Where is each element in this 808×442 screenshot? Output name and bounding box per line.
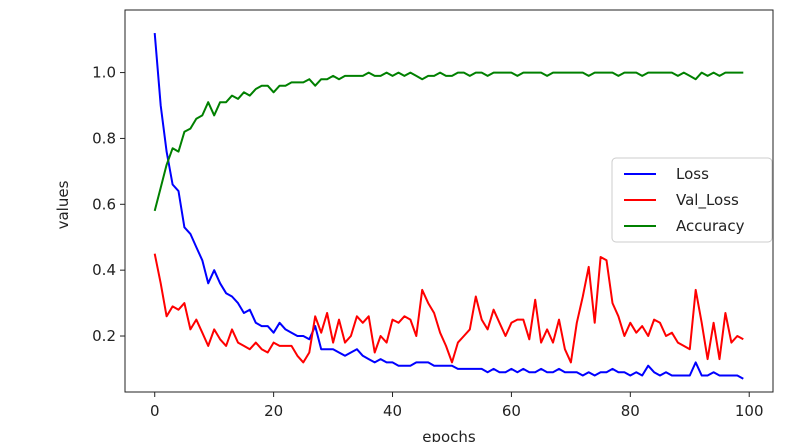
x-tick-label: 60 xyxy=(502,402,521,420)
x-tick-label: 100 xyxy=(735,402,764,420)
y-axis: 0.2 0.4 0.6 0.8 1.0 xyxy=(92,64,125,345)
legend-box xyxy=(611,157,773,243)
y-axis-title: values xyxy=(54,180,72,229)
series-line-accuracy xyxy=(153,71,744,212)
x-tick-label: 0 xyxy=(150,402,160,420)
series-line-loss xyxy=(153,33,744,380)
x-axis: 0 20 40 60 80 100 xyxy=(150,392,764,420)
series-layer xyxy=(153,33,744,380)
y-tick-label: 1.0 xyxy=(92,64,116,82)
x-tick-label: 40 xyxy=(383,402,402,420)
y-tick-label: 0.4 xyxy=(92,261,116,279)
x-tick-label: 80 xyxy=(621,402,640,420)
y-tick-label: 0.8 xyxy=(92,129,116,147)
y-tick-label: 0.2 xyxy=(92,327,116,345)
legend-label-val-loss: Val_Loss xyxy=(676,191,739,210)
y-tick-label: 0.6 xyxy=(92,195,116,213)
series-line-val-loss xyxy=(153,253,744,364)
x-tick-label: 20 xyxy=(264,402,283,420)
x-axis-title: epochs xyxy=(422,428,476,442)
legend-label-loss: Loss xyxy=(676,165,709,183)
legend-label-accuracy: Accuracy xyxy=(676,217,745,235)
legend: Loss Val_Loss Accuracy xyxy=(611,157,773,243)
